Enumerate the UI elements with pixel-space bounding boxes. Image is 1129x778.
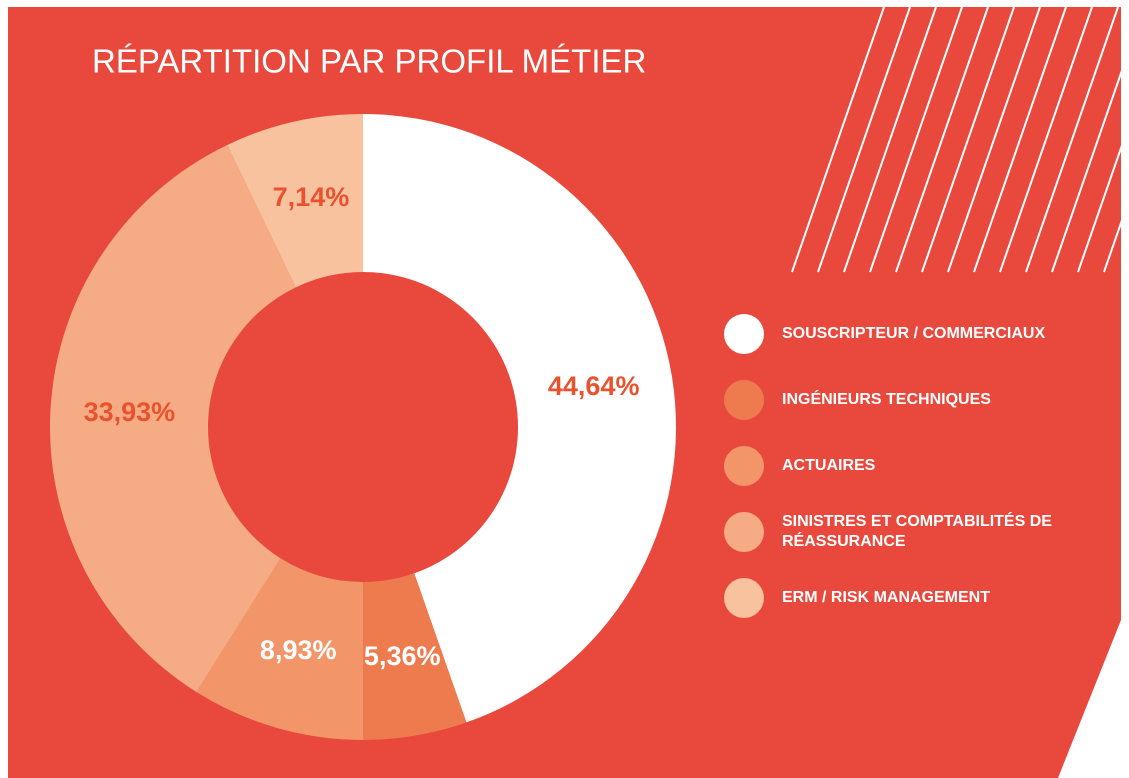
legend-item: ACTUAIRES bbox=[724, 446, 1124, 486]
legend-item: SOUSCRIPTEUR / COMMERCIAUX bbox=[724, 314, 1124, 354]
corner-decoration bbox=[1058, 600, 1129, 778]
slice bbox=[363, 114, 677, 723]
legend-item: ERM / RISK MANAGEMENT bbox=[724, 578, 1124, 618]
legend-item: SINISTRES ET COMPTABILITÉS DE RÉASSURANC… bbox=[724, 512, 1124, 552]
legend-label: ERM / RISK MANAGEMENT bbox=[782, 589, 990, 606]
data-label: 5,36% bbox=[364, 641, 441, 671]
legend-swatch bbox=[724, 512, 764, 552]
legend-swatch bbox=[724, 314, 764, 354]
slice bbox=[50, 144, 296, 693]
slice bbox=[363, 573, 467, 740]
legend-label: ACTUAIRES bbox=[782, 457, 876, 474]
legend-swatch bbox=[724, 380, 764, 420]
slice bbox=[196, 558, 363, 740]
chart-title: RÉPARTITION PAR PROFIL MÉTIER bbox=[92, 43, 646, 80]
legend-label: SOUSCRIPTEUR / COMMERCIAUX bbox=[782, 325, 1046, 342]
donut: 44,64% 5,36% 8,93% 33,93% 7,14% bbox=[50, 114, 677, 740]
data-label: 8,93% bbox=[260, 635, 337, 665]
legend-label: SINISTRES ET COMPTABILITÉS DE RÉASSURANC… bbox=[782, 513, 1052, 550]
legend-swatch bbox=[724, 578, 764, 618]
data-label: 33,93% bbox=[84, 397, 176, 427]
data-label: 7,14% bbox=[273, 182, 350, 212]
legend-swatch bbox=[724, 446, 764, 486]
stripes-decoration bbox=[791, 6, 1129, 273]
legend-item: INGÉNIEURS TECHNIQUES bbox=[724, 380, 1124, 420]
data-label: 44,64% bbox=[548, 371, 640, 401]
legend: SOUSCRIPTEUR / COMMERCIAUX INGÉNIEURS TEC… bbox=[724, 314, 1124, 644]
legend-label: INGÉNIEURS TECHNIQUES bbox=[782, 391, 991, 408]
slice bbox=[227, 114, 363, 288]
